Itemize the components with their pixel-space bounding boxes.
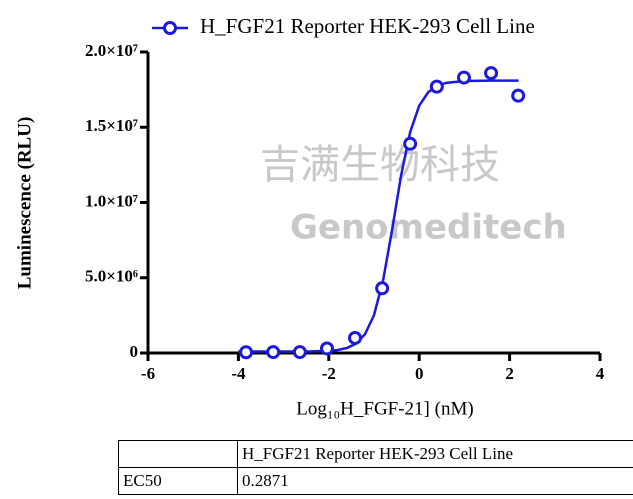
result-table: H_FGF21 Reporter HEK-293 Cell Line EC50 0… — [118, 440, 633, 495]
data-point — [511, 88, 526, 103]
y-tick-label: 1.5×10⁷ — [85, 116, 138, 135]
chart: 吉满生物科技 Genomeditech H_FGF21 Reporter HEK… — [14, 14, 605, 420]
x-tick-label: -4 — [231, 364, 246, 383]
data-point — [348, 330, 363, 345]
data-point — [456, 70, 471, 85]
table-cell: 0.2871 — [237, 467, 633, 495]
y-tick-label: 5.0×10⁶ — [85, 267, 138, 286]
table-header: H_FGF21 Reporter HEK-293 Cell Line — [237, 440, 633, 468]
table-cell: EC50 — [118, 467, 238, 495]
watermark: 吉满生物科技 — [260, 142, 500, 187]
x-tick-label: 4 — [596, 364, 605, 383]
y-tick-label: 1.0×10⁷ — [85, 191, 138, 210]
data-point — [239, 345, 254, 360]
data-point — [319, 341, 334, 356]
legend-label: H_FGF21 Reporter HEK-293 Cell Line — [200, 14, 535, 38]
data-point — [429, 79, 444, 94]
legend-marker — [163, 21, 177, 35]
x-tick-label: -6 — [141, 364, 155, 383]
y-axis-label: Luminescence (RLU) — [14, 117, 35, 290]
x-tick-label: -2 — [322, 364, 336, 383]
data-point — [403, 136, 418, 151]
x-tick-label: 0 — [415, 364, 424, 383]
y-tick-label: 0 — [130, 342, 139, 361]
data-point — [375, 281, 390, 296]
watermark: Genomeditech — [290, 208, 567, 248]
data-point — [484, 66, 499, 81]
y-tick-label: 2.0×10⁷ — [85, 41, 138, 60]
table-cell — [118, 440, 238, 468]
data-point — [266, 345, 281, 360]
data-point — [292, 345, 307, 360]
x-tick-label: 2 — [505, 364, 514, 383]
x-axis-label: Log₁₀H_FGF-21] (nM) — [296, 398, 473, 419]
